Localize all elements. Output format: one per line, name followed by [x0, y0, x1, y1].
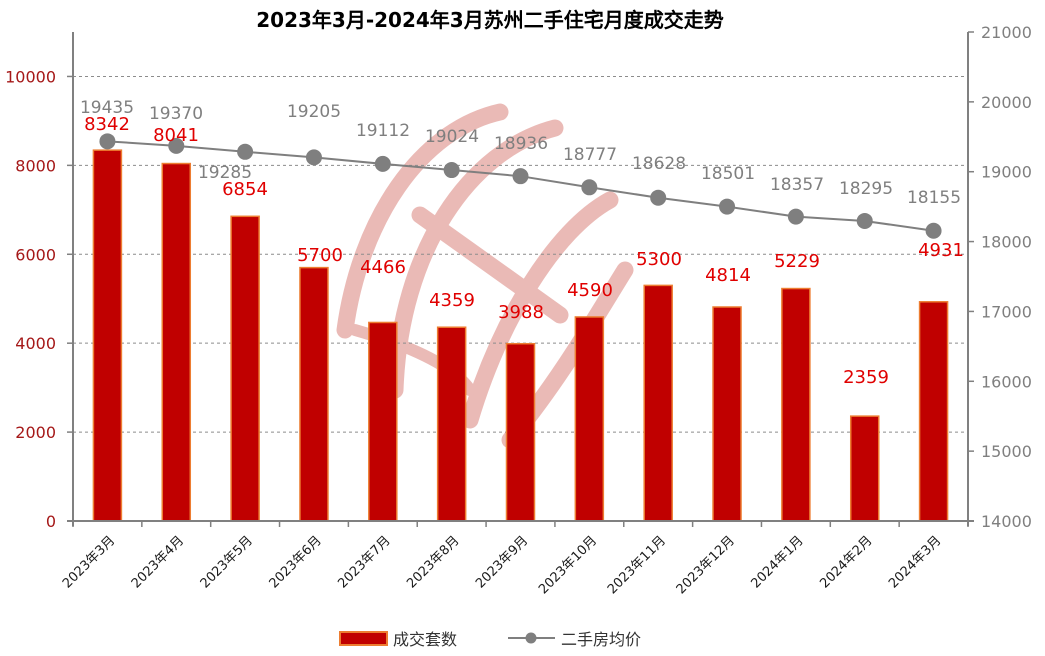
price-marker [719, 198, 736, 215]
legend-bar-swatch [339, 631, 388, 646]
price-marker [443, 162, 460, 179]
bar [505, 342, 536, 522]
bar [574, 316, 605, 522]
x-tick-label: 2023年9月 [473, 533, 531, 591]
bar [918, 301, 949, 522]
bar [368, 321, 398, 522]
right-tick-label: 20000 [981, 93, 1032, 112]
count-label: 8342 [84, 114, 130, 135]
legend: 成交套数 二手房均价 [339, 630, 641, 649]
price-label: 19205 [287, 102, 341, 122]
price-label: 19112 [356, 121, 410, 141]
x-tick-label: 2023年4月 [129, 533, 187, 591]
bar [436, 326, 467, 522]
price-label: 19370 [149, 104, 203, 124]
x-tick-label: 2024年3月 [886, 533, 944, 591]
left-tick-label: 0 [46, 512, 56, 531]
right-tick-label: 21000 [981, 23, 1032, 42]
legend-marker-icon [525, 632, 537, 644]
gridlines [73, 75, 968, 433]
bar [643, 284, 673, 522]
bar [712, 306, 742, 522]
bar-series [92, 149, 949, 522]
x-tick-label: 2023年10月 [536, 533, 600, 597]
price-marker [856, 212, 873, 229]
price-marker [168, 137, 185, 154]
count-label: 3988 [498, 302, 544, 323]
x-tick-label: 2023年5月 [198, 533, 256, 591]
right-tick-label: 18000 [981, 233, 1032, 252]
count-label: 2359 [843, 367, 889, 388]
legend-line-label: 二手房均价 [561, 630, 641, 649]
bar [299, 266, 329, 522]
x-tick-label: 2024年2月 [817, 533, 875, 591]
price-label: 18155 [907, 188, 961, 208]
count-label: 4590 [567, 280, 613, 301]
x-tick-label: 2024年1月 [748, 533, 806, 591]
price-label: 18295 [839, 179, 893, 199]
price-marker [512, 168, 529, 185]
x-tick-label: 2023年12月 [674, 533, 738, 597]
price-marker [650, 189, 667, 206]
right-tick-label: 19000 [981, 163, 1032, 182]
x-tick-label: 2023年3月 [60, 533, 118, 591]
bar [92, 149, 123, 522]
watermark-logo-icon [336, 103, 634, 449]
data-labels: 19435 19370 19285 19205 19112 19024 18936 18777… [80, 98, 964, 388]
price-marker [305, 149, 322, 166]
x-tick-label: 2023年7月 [335, 533, 393, 591]
price-label: 18628 [632, 154, 686, 174]
right-tick-label: 15000 [981, 442, 1032, 461]
left-tick-label: 2000 [15, 423, 56, 442]
left-tick-label: 8000 [15, 156, 56, 175]
count-label: 5229 [774, 251, 820, 272]
left-tick-label: 4000 [15, 334, 56, 353]
price-marker [374, 155, 391, 172]
count-label: 4466 [360, 257, 406, 278]
price-marker [787, 208, 804, 225]
right-tick-label: 16000 [981, 372, 1032, 391]
chart-title: 2023年3月-2024年3月苏州二手住宅月度成交走势 [256, 8, 723, 32]
count-label: 4359 [429, 290, 475, 311]
count-label: 5300 [636, 249, 682, 270]
bar [781, 287, 811, 522]
left-tick-label: 10000 [5, 67, 56, 86]
price-label: 19285 [198, 163, 252, 183]
right-tick-label: 14000 [981, 512, 1032, 531]
x-tick-label: 2023年6月 [267, 533, 325, 591]
price-marker [925, 222, 942, 239]
price-label: 19435 [80, 98, 134, 118]
line-series [99, 133, 942, 239]
right-tick-label: 17000 [981, 302, 1032, 321]
price-label: 19024 [425, 127, 479, 147]
count-label: 4814 [705, 265, 751, 286]
count-label: 8041 [153, 125, 199, 146]
count-label: 4931 [918, 240, 964, 261]
price-label: 18357 [770, 175, 824, 195]
x-tick-label: 2023年8月 [404, 533, 462, 591]
price-marker [237, 143, 254, 160]
price-marker [581, 179, 598, 196]
x-tick-label: 2023年11月 [605, 533, 669, 597]
bar [849, 415, 880, 522]
left-tick-label: 6000 [15, 245, 56, 264]
price-label: 18936 [494, 134, 548, 154]
legend-bar-label: 成交套数 [393, 630, 457, 649]
bar [230, 215, 260, 522]
price-marker [99, 133, 116, 150]
count-label: 5700 [297, 245, 343, 266]
count-label: 6854 [222, 179, 268, 200]
bar [161, 162, 192, 522]
price-label: 18501 [701, 164, 755, 184]
price-label: 18777 [563, 145, 617, 165]
